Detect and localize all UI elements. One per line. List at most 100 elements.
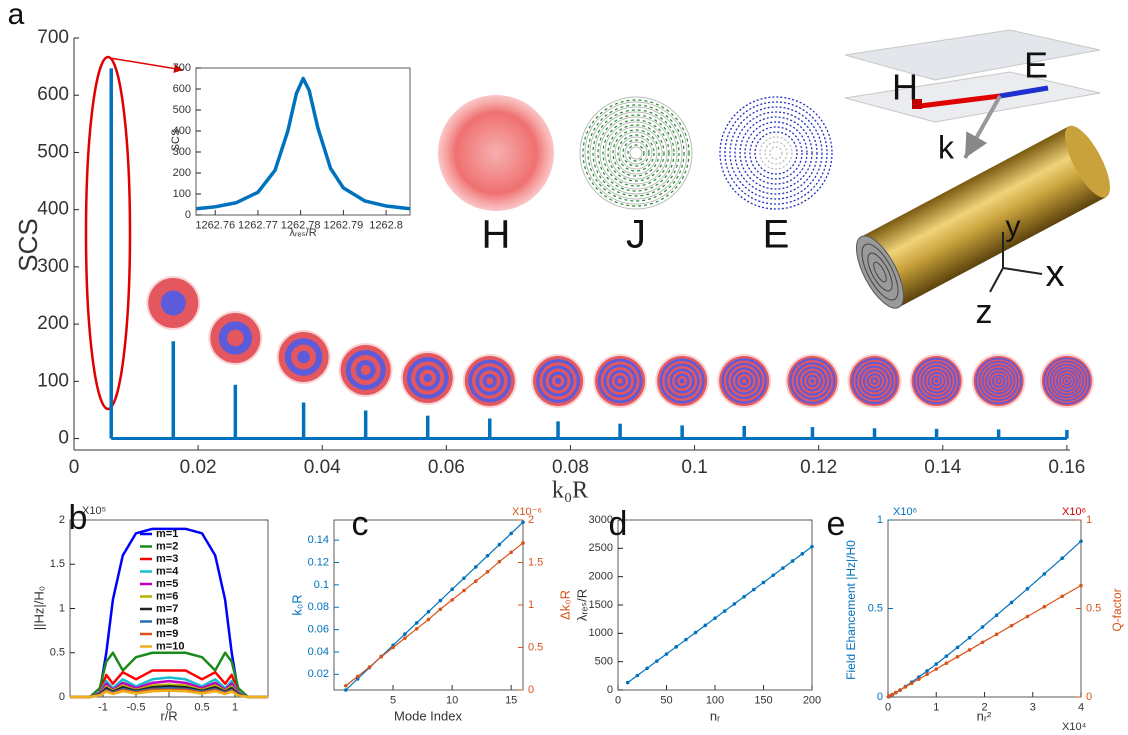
e-ring xyxy=(764,141,788,165)
j-current xyxy=(582,99,690,207)
data-point xyxy=(713,616,717,621)
panel-letter: d xyxy=(609,505,628,543)
y-tick-label: 1.5 xyxy=(50,558,65,570)
mode-ring xyxy=(617,378,623,384)
y2-axis-label: Δk₀R xyxy=(557,590,572,620)
legend-label: m=9 xyxy=(156,628,178,640)
panel-letter: b xyxy=(69,499,88,537)
h-field-image xyxy=(438,95,554,211)
y2-tick-label: 2 xyxy=(528,514,534,526)
zoom-arrow xyxy=(109,57,184,73)
x-tick-label: 0.02 xyxy=(180,457,217,478)
mode-ring xyxy=(423,373,432,383)
data-line xyxy=(345,542,524,687)
data-point xyxy=(355,674,360,679)
data-point xyxy=(967,648,972,652)
e-field-image xyxy=(719,96,833,210)
j-field-image xyxy=(579,96,693,210)
data-point xyxy=(438,598,443,603)
data-point xyxy=(980,640,985,645)
j-ring xyxy=(629,146,643,160)
legend-label: m=2 xyxy=(156,540,178,552)
y-tick-label: 0.5 xyxy=(868,602,883,614)
y-axis-label: ||Hz|/H₀ xyxy=(31,586,46,630)
panel-letter: a xyxy=(8,0,25,31)
data-point xyxy=(917,677,921,681)
data-point xyxy=(450,587,454,592)
y-tick-label: 200 xyxy=(173,167,191,179)
x-axis-label: nᵣ xyxy=(710,708,720,723)
y2-tick-label: 1.5 xyxy=(528,556,543,568)
data-point xyxy=(955,645,960,650)
x-tick-label: 200 xyxy=(803,694,821,706)
data-point xyxy=(934,667,939,671)
j-ring xyxy=(619,136,653,170)
mode-ring xyxy=(810,378,815,384)
x-tick-label: 0.14 xyxy=(924,457,961,478)
j-current xyxy=(602,119,670,187)
x-axis-label: r/R xyxy=(160,708,177,723)
data-point xyxy=(344,688,348,692)
y2-axis-label: Q-factor xyxy=(1110,588,1124,631)
data-point xyxy=(664,652,669,656)
data-point xyxy=(645,666,649,671)
data-point xyxy=(367,665,372,669)
field-label: H xyxy=(482,213,511,257)
y2-tick-label: 1 xyxy=(528,599,534,611)
data-point xyxy=(925,672,929,677)
data-point xyxy=(1042,604,1047,609)
data-line xyxy=(196,76,411,211)
data-point xyxy=(391,645,395,650)
y-tick-label: 1500 xyxy=(589,599,613,611)
data-point xyxy=(771,573,775,578)
legend-label: m=1 xyxy=(156,528,178,540)
y-tick-label: 500 xyxy=(37,141,69,162)
y-tick-label: 500 xyxy=(173,104,191,116)
x-tick-label: -0.5 xyxy=(127,701,146,713)
y-tick-label: 200 xyxy=(37,313,69,334)
y-tick-label: 0.06 xyxy=(308,624,329,636)
x-tick-label: 0.06 xyxy=(428,457,465,478)
data-point xyxy=(414,621,419,625)
data-point xyxy=(742,594,746,599)
j-current xyxy=(627,144,645,162)
rod-label: y xyxy=(1006,210,1021,243)
y-axis-label: k₀R xyxy=(289,594,304,615)
data-point xyxy=(909,681,914,686)
x-tick-label: 150 xyxy=(754,694,772,706)
mode-ring xyxy=(360,365,371,375)
e-ring xyxy=(739,116,813,190)
y-tick-label: 0.02 xyxy=(308,668,329,680)
y-exponent: X10⁵ xyxy=(82,505,106,517)
data-point xyxy=(761,580,766,585)
y-tick-label: 400 xyxy=(37,199,69,220)
y-tick-label: 0.12 xyxy=(308,556,329,568)
data-point xyxy=(955,655,960,659)
data-point xyxy=(925,669,929,673)
mode-ring xyxy=(679,378,685,384)
y-tick-label: 1 xyxy=(59,602,65,614)
x-tick-label: 2 xyxy=(981,701,987,713)
data-point xyxy=(521,541,525,545)
rod-label: k xyxy=(938,129,955,165)
mode-ring xyxy=(872,379,877,383)
data-line xyxy=(888,540,1082,698)
e-ring xyxy=(724,101,828,205)
y-tick-label: 2 xyxy=(59,514,65,526)
mode-ring xyxy=(297,350,310,364)
x-axis-label: λᵣₑₛ/R xyxy=(289,227,316,239)
data-point xyxy=(655,659,659,663)
x-tick-label: 0.5 xyxy=(194,701,209,713)
x-axis-label: Mode Index xyxy=(394,708,462,723)
x-tick-label: 0.08 xyxy=(552,457,589,478)
rod-label: E xyxy=(1024,45,1048,86)
data-point xyxy=(752,587,756,592)
legend-label: m=6 xyxy=(156,590,178,602)
x-tick-label: 5 xyxy=(390,694,396,706)
x-tick-label: 1262.76 xyxy=(195,219,235,231)
data-point xyxy=(810,544,814,549)
field-label: E xyxy=(763,213,790,257)
axes-frame xyxy=(333,519,524,691)
y-tick-label: 0.08 xyxy=(308,601,329,613)
x-tick-label: 0.1 xyxy=(681,457,707,478)
